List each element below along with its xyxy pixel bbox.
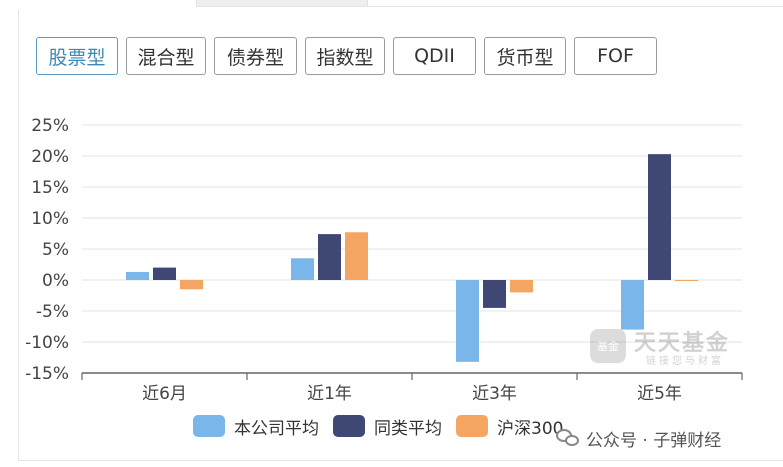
y-tick-label: 5% <box>42 240 69 260</box>
y-tick-label: 15% <box>31 178 69 198</box>
y-tick-label: 0% <box>42 271 69 291</box>
legend-swatch-peer <box>333 415 365 437</box>
bar <box>483 280 506 308</box>
legend-swatch-hs300 <box>456 415 488 437</box>
credit-text: 公众号 · 子弹财经 <box>586 431 722 451</box>
watermark-slogan: 链接您与财富 <box>646 356 724 367</box>
legend-label-hs300: 沪深300 <box>497 418 564 439</box>
panel-frame <box>18 10 783 461</box>
tab-index[interactable]: 指数型 <box>305 37 385 75</box>
y-tick-label: -10% <box>25 333 69 353</box>
bar <box>345 232 368 280</box>
top-edge <box>0 0 783 10</box>
legend-item-company[interactable]: 本公司平均 <box>193 414 319 439</box>
x-tick-label: 近3年 <box>472 384 517 404</box>
bar <box>621 280 644 330</box>
y-tick-label: 10% <box>31 209 69 229</box>
legend-label-company: 本公司平均 <box>234 418 319 439</box>
y-tick-label: 25% <box>31 116 69 136</box>
bar <box>456 280 479 362</box>
legend-swatch-company <box>193 415 225 437</box>
wechat-icon <box>556 428 580 449</box>
bar <box>291 258 314 280</box>
bar <box>180 280 203 290</box>
tab-hybrid[interactable]: 混合型 <box>126 37 206 75</box>
legend-label-peer: 同类平均 <box>374 418 442 439</box>
tab-qdii[interactable]: QDII <box>393 37 476 75</box>
y-tick-label: -15% <box>25 364 69 384</box>
bar <box>153 267 176 280</box>
x-tick-label: 近1年 <box>307 384 352 404</box>
legend-item-peer[interactable]: 同类平均 <box>333 414 442 439</box>
y-tick-label: -5% <box>36 302 69 322</box>
bar <box>510 280 533 293</box>
watermark-title: 天天基金 <box>634 331 731 356</box>
y-tick-labels: 25% 20% 15% 10% 5% 0% -5% -10% -15% <box>25 116 69 384</box>
tab-fof[interactable]: FOF <box>574 37 657 75</box>
x-tick-labels: 近6月 近1年 近3年 近5年 <box>142 384 682 404</box>
x-axis <box>81 372 743 380</box>
tab-bond[interactable]: 债券型 <box>214 37 297 75</box>
legend-item-hs300[interactable]: 沪深300 <box>456 414 563 439</box>
watermark-badge: 基金 <box>590 329 626 363</box>
bar <box>318 234 341 280</box>
tab-stock[interactable]: 股票型 <box>36 37 118 75</box>
y-tick-label: 20% <box>31 147 69 167</box>
x-tick-label: 近6月 <box>142 384 187 404</box>
x-tick-label: 近5年 <box>637 384 682 404</box>
tab-money[interactable]: 货币型 <box>484 37 566 75</box>
tiantian-fund-watermark: 基金 天天基金 链接您与财富 <box>590 325 770 367</box>
chart-legend: 本公司平均 同类平均 沪深300 <box>193 412 577 440</box>
fund-type-tabs: 股票型 混合型 债券型 指数型 QDII 货币型 FOF <box>36 37 665 77</box>
bar <box>126 271 149 280</box>
wechat-credit: 公众号 · 子弹财经 <box>556 426 721 451</box>
upper-divider <box>196 6 783 7</box>
bar <box>648 154 671 280</box>
bars <box>126 154 698 362</box>
bar <box>675 280 698 281</box>
